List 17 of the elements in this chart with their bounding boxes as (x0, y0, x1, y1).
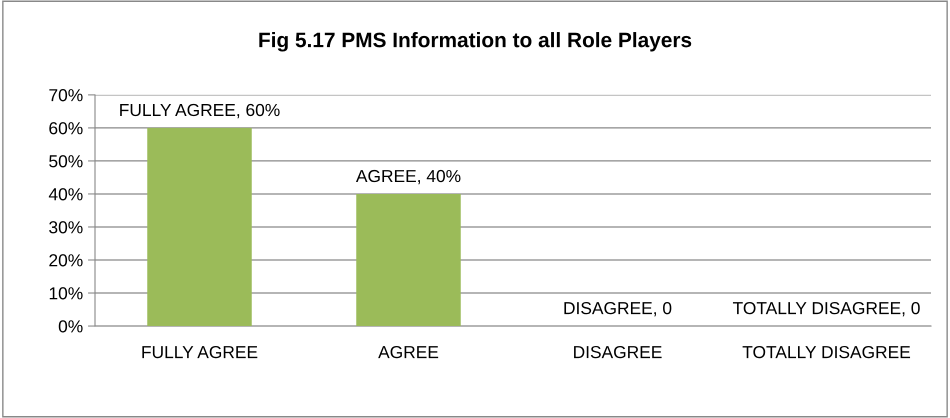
y-tick-label: 30% (49, 221, 83, 234)
y-tick-label: 20% (49, 254, 83, 266)
y-tick-label: 60% (49, 122, 83, 134)
x-tick-label: TOTALLY DISAGREE (742, 346, 910, 358)
y-tick-label: 40% (48, 188, 83, 200)
data-label: AGREE, 40% (356, 170, 460, 184)
data-label: FULLY AGREE, 60% (120, 104, 280, 118)
x-tick-label: FULLY AGREE (142, 346, 258, 358)
x-tick-label: DISAGREE (574, 346, 662, 358)
data-label: TOTALLY DISAGREE, 0 (732, 302, 920, 316)
y-tick-label: 0% (58, 320, 83, 332)
chart-title: Fig 5.17 PMS Information to all Role Players (259, 32, 692, 52)
y-tick-label: 10% (50, 287, 83, 300)
data-label: DISAGREE, 0 (564, 302, 672, 316)
y-tick-label: 70% (49, 89, 83, 102)
y-tick-label: 50% (49, 155, 83, 168)
x-tick-label: AGREE (378, 346, 438, 358)
